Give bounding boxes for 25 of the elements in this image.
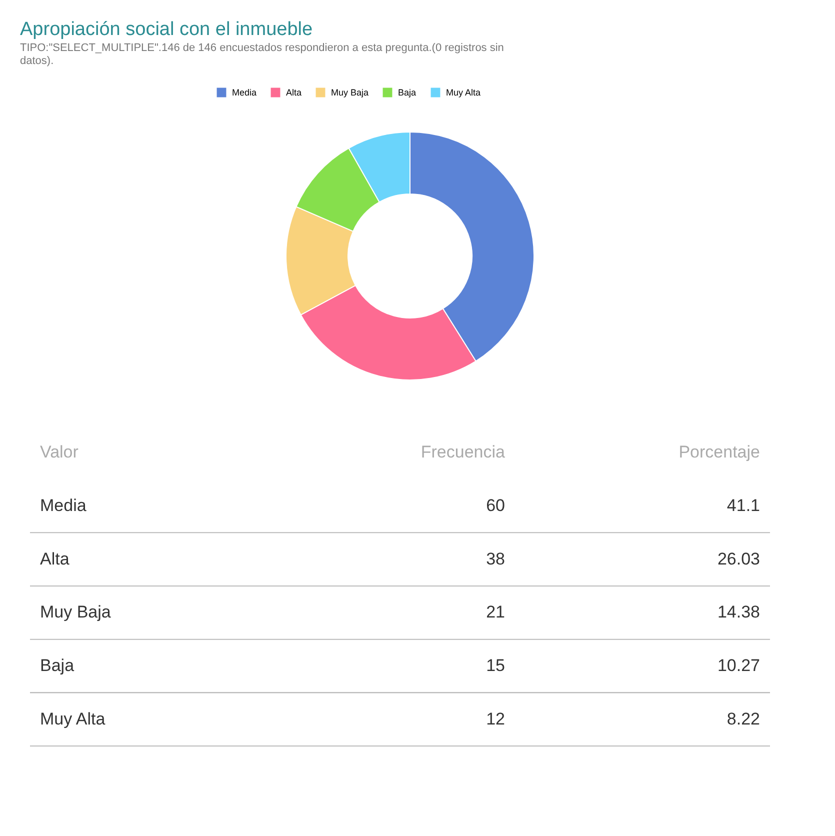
- text: 60: [486, 496, 505, 515]
- legend-label: Alta: [286, 88, 302, 98]
- text: 12: [486, 709, 505, 728]
- text: Frecuencia: [420, 442, 506, 462]
- category-label: Media: [40, 496, 86, 515]
- text: 14.38: [717, 602, 760, 622]
- category-label: Alta: [40, 549, 70, 568]
- category-label: Baja: [40, 656, 74, 675]
- text: 15: [486, 656, 505, 675]
- chart-title: Apropiación social con el inmueble: [20, 19, 313, 40]
- category-label: Muy Baja: [40, 602, 111, 622]
- text: 26.03: [717, 549, 760, 568]
- text: Valor: [40, 442, 79, 462]
- category-label: Muy Alta: [40, 709, 106, 728]
- legend-label: Muy Alta: [446, 88, 481, 98]
- text: 41.1: [726, 496, 760, 515]
- text: 21: [486, 602, 505, 622]
- legend-label: Baja: [398, 88, 416, 98]
- legend-label: Muy Baja: [331, 88, 369, 98]
- text: Porcentaje: [678, 442, 760, 462]
- text: 38: [486, 549, 505, 568]
- chart-subtitle: TIPO:"SELECT_MULTIPLE".146 de 146 encuestados respondieron a esta pregunta.(0 registros sin datos).: [20, 42, 504, 67]
- legend-label: Media: [232, 88, 257, 98]
- text: 8.22: [726, 709, 760, 728]
- text: 10.27: [717, 656, 760, 675]
